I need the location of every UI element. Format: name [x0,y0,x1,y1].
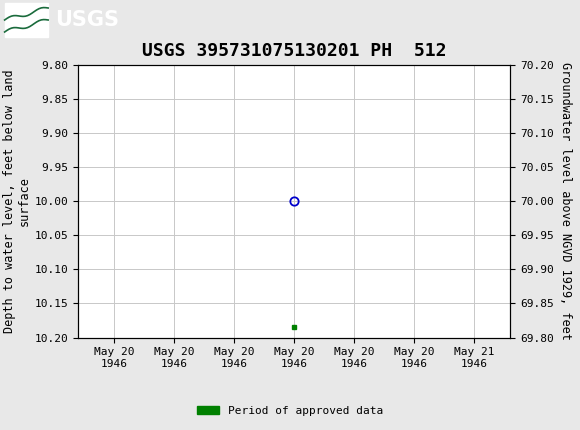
Y-axis label: Depth to water level, feet below land
surface: Depth to water level, feet below land su… [3,69,31,333]
Legend: Period of approved data: Period of approved data [193,401,387,420]
Y-axis label: Groundwater level above NGVD 1929, feet: Groundwater level above NGVD 1929, feet [560,62,572,340]
FancyBboxPatch shape [5,3,48,37]
Title: USGS 395731075130201 PH  512: USGS 395731075130201 PH 512 [142,42,447,60]
Text: USGS: USGS [55,10,119,30]
